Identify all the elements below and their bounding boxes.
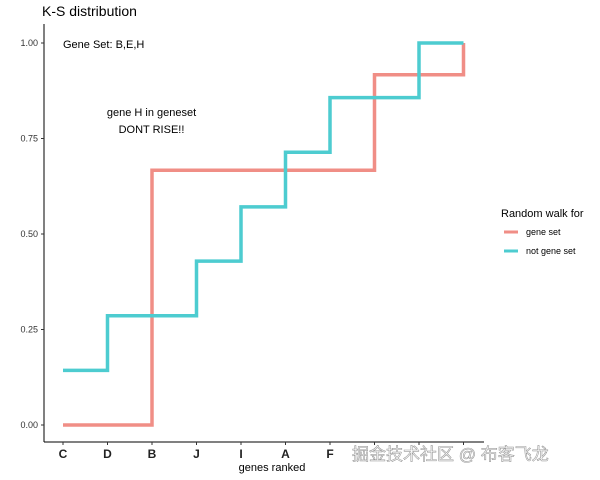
annotation-dont-rise: DONT RISE!! xyxy=(119,124,185,136)
y-tick-label: 0.00 xyxy=(20,420,38,430)
y-tick-label: 0.25 xyxy=(20,325,38,335)
series-line-not-gene-set xyxy=(63,41,464,373)
annotation-gene-h: gene H in geneset xyxy=(107,107,196,119)
legend-title: Random walk for xyxy=(501,208,584,220)
series-lines xyxy=(63,41,466,427)
x-tick-label: C xyxy=(59,447,68,461)
x-axis-title: genes ranked xyxy=(239,462,306,474)
legend-label-gene-set: gene set xyxy=(526,227,561,237)
y-tick-label: 0.50 xyxy=(20,229,38,239)
x-tick-label: B xyxy=(148,447,157,461)
annotation-gene-set: Gene Set: B,E,H xyxy=(63,39,144,51)
y-axis-ticks: 0.00 0.25 0.50 0.75 1.00 xyxy=(20,38,44,430)
x-tick-label: A xyxy=(281,447,290,461)
plot-area: 0.00 0.25 0.50 0.75 1.00 C D B J I A F xyxy=(20,24,484,461)
x-tick-label: F xyxy=(326,447,333,461)
chart-title: K-S distribution xyxy=(42,3,137,19)
x-tick-label: J xyxy=(193,447,200,461)
y-tick-label: 1.00 xyxy=(20,38,38,48)
legend-label-not-gene-set: not gene set xyxy=(526,246,576,256)
watermark: 掘金技术社区 @ 布客飞龙 xyxy=(352,445,549,464)
x-tick-label: I xyxy=(239,447,242,461)
series-line-gene-set xyxy=(63,43,466,427)
y-tick-label: 0.75 xyxy=(20,134,38,144)
x-tick-label: D xyxy=(103,447,112,461)
legend: Random walk for gene set not gene set xyxy=(501,208,584,256)
